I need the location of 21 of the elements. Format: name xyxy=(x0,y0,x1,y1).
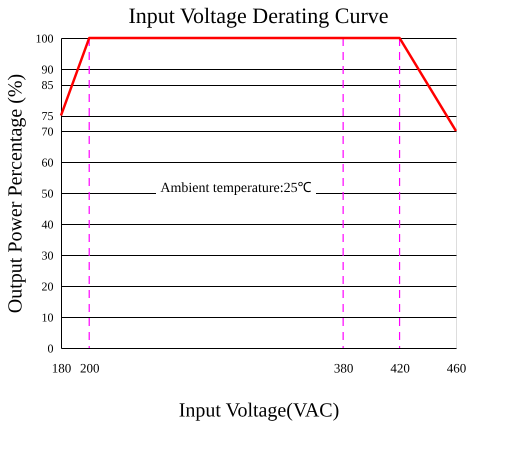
y-tick-label: 70 xyxy=(42,124,54,138)
y-tick-label: 40 xyxy=(42,218,54,232)
x-tick-label: 420 xyxy=(390,360,410,376)
annotation: Ambient temperature:25℃ xyxy=(160,181,312,196)
x-tick-label: 460 xyxy=(446,360,466,376)
x-tick-label: 380 xyxy=(334,360,354,376)
y-tick-label: 90 xyxy=(42,62,54,76)
y-tick-label: 100 xyxy=(36,32,54,46)
y-tick-label: 60 xyxy=(42,156,54,170)
x-tick-label: 200 xyxy=(80,360,100,376)
y-tick-label: 0 xyxy=(48,342,54,356)
chart-title: Input Voltage Derating Curve xyxy=(128,3,389,28)
y-tick-label: 10 xyxy=(42,310,54,324)
y-tick-label: 30 xyxy=(42,248,54,262)
x-axis-title: Input Voltage(VAC) xyxy=(178,400,340,422)
y-axis-title: Output Power Percentage (%) xyxy=(4,74,26,314)
x-tick-label: 180 xyxy=(52,360,72,376)
y-tick-label: 50 xyxy=(42,186,54,200)
y-tick-label: 85 xyxy=(42,78,54,92)
y-tick-label: 20 xyxy=(42,280,54,294)
y-tick-label: 75 xyxy=(42,109,54,123)
